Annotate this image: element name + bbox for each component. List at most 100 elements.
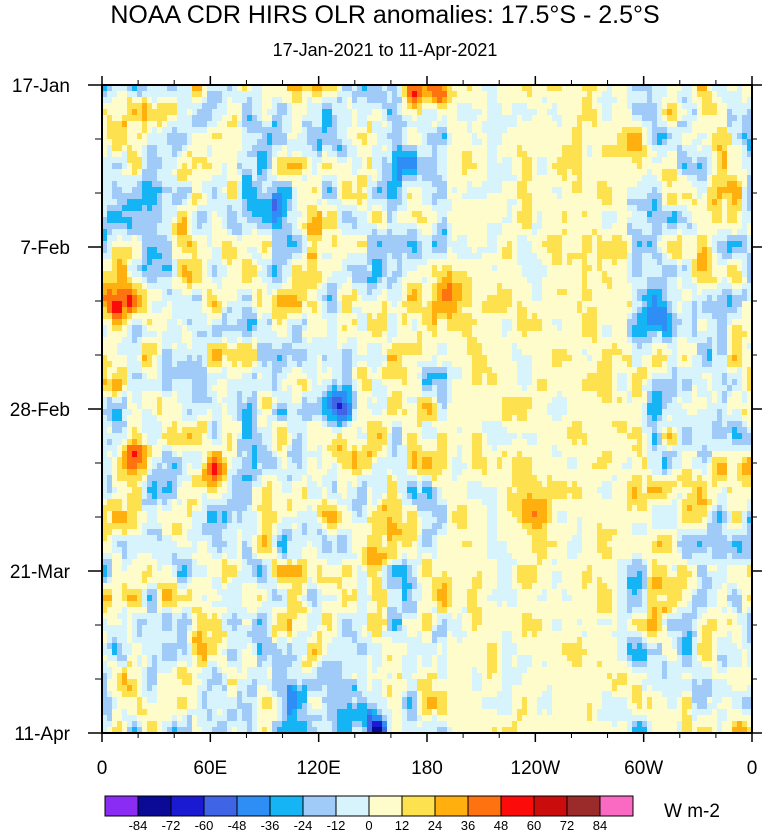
heatmap-cell: [717, 157, 723, 164]
heatmap-cell: [642, 121, 648, 128]
heatmap-cell: [402, 307, 408, 314]
heatmap-cell: [727, 223, 733, 230]
heatmap-cell: [167, 151, 173, 158]
heatmap-cell: [237, 295, 243, 302]
heatmap-cell: [242, 97, 248, 104]
heatmap-cell: [657, 109, 663, 116]
heatmap-cell: [732, 181, 738, 188]
heatmap-cell: [182, 163, 188, 170]
heatmap-cell: [182, 223, 188, 230]
heatmap-cell: [322, 121, 328, 128]
heatmap-cell: [732, 253, 738, 260]
heatmap-cell: [152, 241, 158, 248]
heatmap-cell: [127, 199, 133, 206]
heatmap-cell: [687, 223, 693, 230]
heatmap-cell: [617, 259, 623, 266]
heatmap-cell: [187, 301, 193, 308]
heatmap-cell: [187, 103, 193, 110]
heatmap-cell: [437, 217, 443, 224]
heatmap-cell: [517, 217, 523, 224]
heatmap-cell: [102, 295, 108, 302]
heatmap-cell: [732, 307, 738, 314]
heatmap-cell: [272, 85, 278, 92]
heatmap-cell: [307, 151, 313, 158]
heatmap-cell: [247, 175, 253, 182]
heatmap-cell: [142, 175, 148, 182]
heatmap-cell: [617, 295, 623, 302]
heatmap-cell: [582, 295, 588, 302]
heatmap-cell: [137, 205, 143, 212]
heatmap-cell: [167, 193, 173, 200]
heatmap-cell: [417, 265, 423, 272]
heatmap-cell: [572, 169, 578, 176]
heatmap-cell: [267, 229, 273, 236]
heatmap-cell: [262, 307, 268, 314]
heatmap-cell: [312, 169, 318, 176]
heatmap-cell: [747, 277, 752, 284]
heatmap-cell: [257, 91, 263, 98]
heatmap-cell: [332, 229, 338, 236]
heatmap-cell: [527, 193, 533, 200]
heatmap-cell: [397, 175, 403, 182]
heatmap-cell: [572, 283, 578, 290]
heatmap-cell: [412, 169, 418, 176]
heatmap-cell: [207, 295, 213, 302]
heatmap-cell: [607, 265, 613, 272]
heatmap-cell: [117, 217, 123, 224]
heatmap-cell: [362, 229, 368, 236]
heatmap-cell: [672, 145, 678, 152]
heatmap-cell: [737, 241, 743, 248]
heatmap-cell: [207, 109, 213, 116]
heatmap-cell: [342, 109, 348, 116]
heatmap-cell: [457, 283, 463, 290]
heatmap-cell: [697, 97, 703, 104]
heatmap-cell: [447, 235, 453, 242]
heatmap-cell: [712, 265, 718, 272]
heatmap-cell: [137, 283, 143, 290]
heatmap-cell: [347, 211, 353, 218]
heatmap-cell: [207, 259, 213, 266]
heatmap-cell: [272, 211, 278, 218]
heatmap-cell: [472, 193, 478, 200]
heatmap-cell: [467, 115, 473, 122]
heatmap-cell: [317, 163, 323, 170]
heatmap-cell: [177, 97, 183, 104]
heatmap-cell: [317, 139, 323, 146]
heatmap-cell: [512, 193, 518, 200]
heatmap-cell: [237, 277, 243, 284]
heatmap-cell: [717, 265, 723, 272]
heatmap-cell: [267, 157, 273, 164]
heatmap-cell: [737, 121, 743, 128]
heatmap-cell: [437, 121, 443, 128]
heatmap-cell: [602, 247, 608, 254]
heatmap-cell: [457, 97, 463, 104]
heatmap-cell: [177, 241, 183, 248]
heatmap-cell: [587, 145, 593, 152]
heatmap-cell: [427, 307, 433, 314]
heatmap-cell: [597, 103, 603, 110]
heatmap-cell: [242, 85, 248, 92]
heatmap-cell: [637, 175, 643, 182]
heatmap-cell: [547, 259, 553, 266]
heatmap-cell: [547, 211, 553, 218]
heatmap-cell: [677, 211, 683, 218]
heatmap-cell: [102, 103, 108, 110]
heatmap-cell: [442, 109, 448, 116]
heatmap-cell: [642, 289, 648, 296]
heatmap-cell: [537, 235, 543, 242]
heatmap-cell: [712, 187, 718, 194]
heatmap-cell: [112, 193, 118, 200]
heatmap-cell: [312, 199, 318, 206]
heatmap-cell: [322, 259, 328, 266]
heatmap-cell: [302, 271, 308, 278]
heatmap-cell: [277, 211, 283, 218]
heatmap-cell: [667, 277, 673, 284]
heatmap-cell: [462, 265, 468, 272]
heatmap-cell: [117, 253, 123, 260]
heatmap-cell: [632, 223, 638, 230]
heatmap-cell: [622, 121, 628, 128]
heatmap-cell: [632, 193, 638, 200]
heatmap-cell: [717, 139, 723, 146]
heatmap-cell: [457, 151, 463, 158]
heatmap-cell: [712, 295, 718, 302]
